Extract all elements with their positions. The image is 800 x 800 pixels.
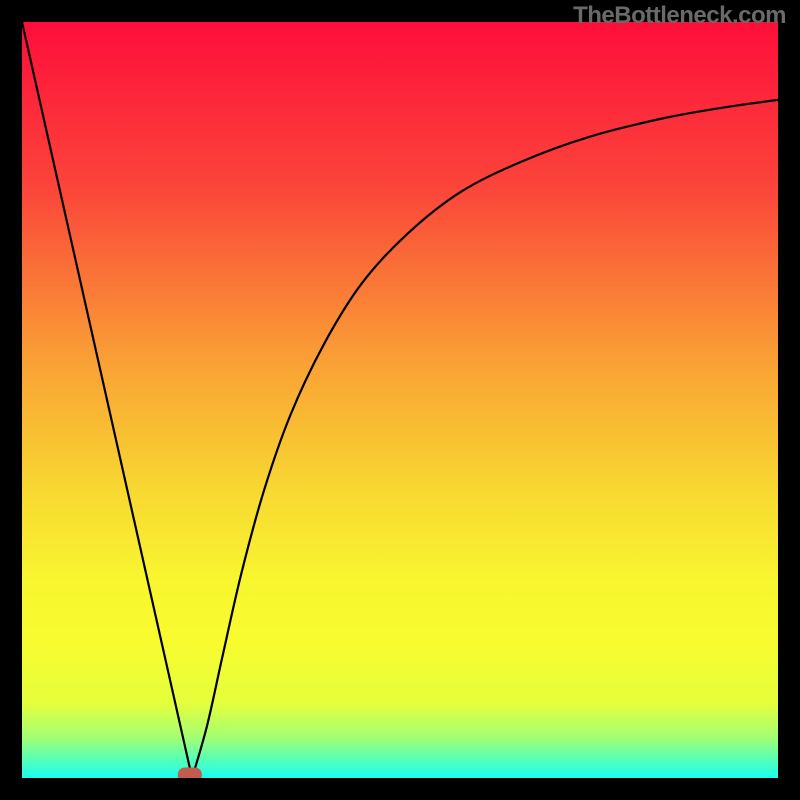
bottleneck-chart: [0, 0, 800, 800]
watermark-text: TheBottleneck.com: [573, 2, 786, 30]
frame-border-right: [778, 0, 800, 800]
frame-border-left: [0, 0, 22, 800]
frame-border-bottom: [0, 778, 800, 800]
gradient-background: [22, 22, 778, 778]
